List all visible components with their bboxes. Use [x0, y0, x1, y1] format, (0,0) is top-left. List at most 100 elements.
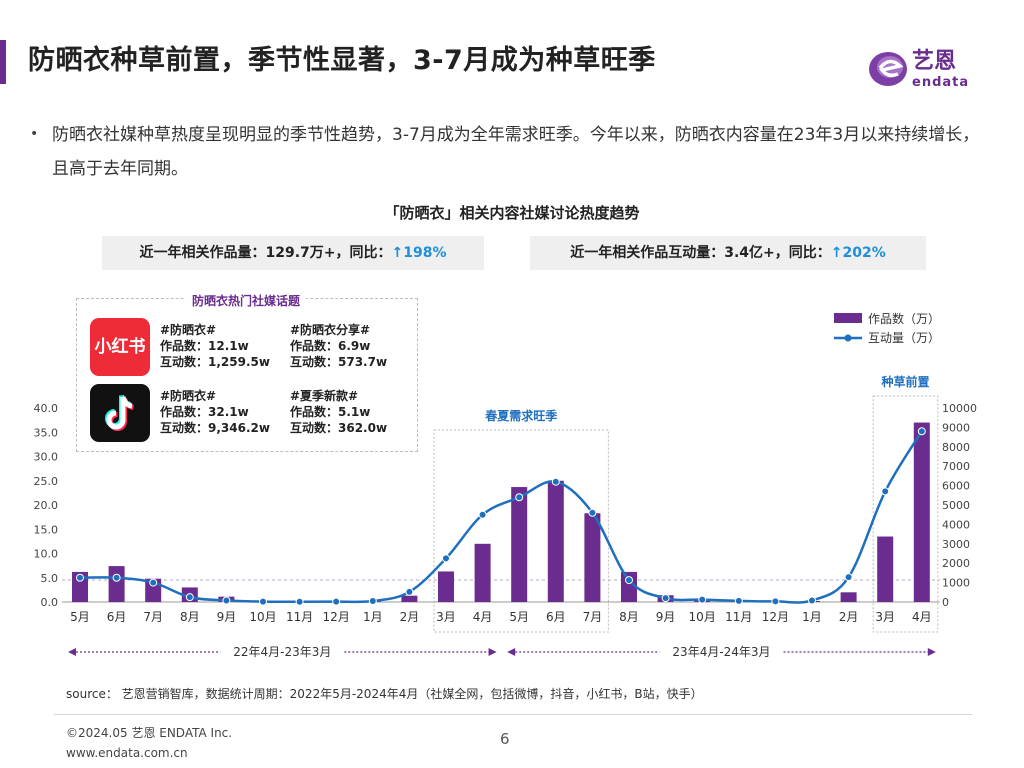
- y-right-tick: 7000: [942, 460, 970, 473]
- highlight-label: 春夏需求旺季: [484, 408, 558, 423]
- footer-divider: [54, 714, 972, 715]
- y-left-tick: 25.0: [34, 475, 59, 488]
- x-tick-label: 11月: [725, 610, 752, 624]
- y-right-tick: 4000: [942, 518, 970, 531]
- y-left-tick: 5.0: [41, 572, 59, 585]
- interact-stat-label: 近一年相关作品互动量：3.4亿+，同比：: [570, 245, 831, 261]
- line-point: [917, 427, 926, 436]
- bar: [72, 571, 88, 602]
- copyright: ©2024.05 艺恩 ENDATA Inc.: [66, 726, 233, 740]
- x-tick-label: 4月: [912, 610, 932, 624]
- line-point: [332, 597, 341, 606]
- line-point: [222, 596, 231, 605]
- x-tick-label: 5月: [70, 610, 90, 624]
- bar: [108, 566, 125, 602]
- y-left-tick: 15.0: [34, 523, 59, 536]
- line-point: [76, 573, 84, 582]
- bar: [913, 422, 930, 602]
- bar: [584, 513, 601, 602]
- line-point: [844, 573, 853, 582]
- line-point: [442, 554, 450, 563]
- website-link[interactable]: www.endata.com.cn: [66, 746, 188, 760]
- bullet-point: •: [30, 126, 39, 142]
- x-tick-label: 12月: [323, 610, 350, 624]
- legend-bar-label: 作品数（万）: [868, 311, 940, 326]
- y-left-tick: 20.0: [34, 499, 59, 512]
- line-point: [515, 493, 524, 502]
- source-note: source： 艺恩营销智库，数据统计周期：2022年5月-2024年4月（社媒…: [66, 687, 703, 701]
- y-right-tick: 8000: [942, 441, 970, 454]
- x-tick-label: 2月: [839, 610, 859, 624]
- period-label: 23年4月-24年3月: [672, 645, 770, 659]
- x-tick-label: 8月: [180, 610, 200, 624]
- bar: [474, 543, 491, 602]
- logo-text: 艺恩: [912, 48, 956, 74]
- period-arrow-head: [927, 648, 936, 656]
- bar: [877, 536, 894, 602]
- x-tick-label: 10月: [689, 610, 716, 624]
- x-tick-label: 1月: [802, 610, 822, 624]
- y-right-tick: 5000: [942, 499, 970, 512]
- y-left-tick: 35.0: [34, 426, 59, 439]
- line-point: [625, 576, 633, 585]
- x-tick-label: 8月: [619, 610, 639, 624]
- bar: [621, 571, 637, 602]
- x-tick-label: 10月: [249, 610, 276, 624]
- topic-douyin-2: #夏季新款# 作品数：5.1w 互动数：362.0w: [290, 389, 388, 435]
- y-right-tick: 0: [942, 596, 949, 609]
- period-arrow-head: [68, 648, 76, 656]
- y-right-tick: 2000: [942, 557, 970, 570]
- line-point: [588, 508, 597, 517]
- bullet-text: 防晒衣社媒种草热度呈现明显的季节性趋势，3-7月成为全年需求旺季。今年以来，防晒…: [52, 125, 980, 179]
- y-right-tick: 1000: [942, 577, 970, 590]
- bar: [511, 487, 528, 602]
- legend-line-marker: [844, 334, 852, 342]
- x-tick-label: 12月: [762, 610, 789, 624]
- page-title: 防晒衣种草前置，季节性显著，3-7月成为种草旺季: [28, 45, 656, 76]
- x-tick-label: 6月: [107, 610, 127, 624]
- y-right-tick: 6000: [942, 480, 970, 493]
- bar: [840, 592, 857, 602]
- line-point: [881, 487, 890, 496]
- x-tick-label: 2月: [400, 610, 420, 624]
- period-arrow-head: [507, 648, 516, 656]
- bar: [401, 595, 418, 602]
- legend-line-label: 互动量（万）: [868, 331, 940, 345]
- title-accent-bar: [0, 40, 6, 84]
- line-point: [149, 578, 158, 587]
- works-stat-label: 近一年相关作品量：129.7万+，同比：: [139, 245, 392, 261]
- xiaohongshu-icon: 小红书: [90, 318, 150, 376]
- interaction-line: [79, 430, 923, 604]
- topic-xhs-1: #防晒衣# 作品数：12.1w 互动数：1,259.5w: [160, 323, 270, 369]
- chart-title: 「防晒衣」相关内容社媒讨论热度趋势: [384, 204, 640, 222]
- endata-logo: 艺恩 endata: [869, 48, 968, 90]
- works-stat-yoy: ↑198%: [391, 245, 447, 261]
- x-tick-label: 7月: [583, 610, 603, 624]
- line-point: [808, 596, 816, 605]
- line-point: [478, 510, 487, 519]
- line-point: [551, 477, 560, 486]
- y-right-tick: 9000: [942, 421, 970, 434]
- legend-bar-swatch: [834, 313, 862, 323]
- line-point: [185, 593, 194, 602]
- highlight-box: [872, 395, 939, 633]
- line-point: [368, 597, 377, 606]
- works-stat-box: 近一年相关作品量：129.7万+，同比：↑198%: [102, 236, 484, 270]
- x-tick-label: 6月: [546, 610, 566, 624]
- topic-xhs-2: #防晒衣分享# 作品数：6.9w 互动数：573.7w: [290, 323, 388, 369]
- interact-stat-yoy: ↑202%: [830, 245, 886, 261]
- x-tick-label: 11月: [286, 610, 313, 624]
- highlight-label: 种草前置: [880, 374, 929, 389]
- y-left-tick: 30.0: [34, 451, 59, 464]
- x-tick-label: 5月: [509, 610, 529, 624]
- bar: [547, 480, 564, 602]
- interact-stat-box: 近一年相关作品互动量：3.4亿+，同比：↑202%: [530, 236, 926, 270]
- period-label: 22年4月-23年3月: [233, 645, 331, 659]
- y-left-tick: 40.0: [34, 402, 59, 415]
- x-tick-label: 3月: [875, 610, 895, 624]
- topic-douyin-1: #防晒衣# 作品数：32.1w 互动数：9,346.2w: [160, 389, 270, 435]
- y-right-tick: 3000: [942, 538, 970, 551]
- line-point: [405, 587, 414, 596]
- y-left-tick: 0.0: [41, 596, 59, 609]
